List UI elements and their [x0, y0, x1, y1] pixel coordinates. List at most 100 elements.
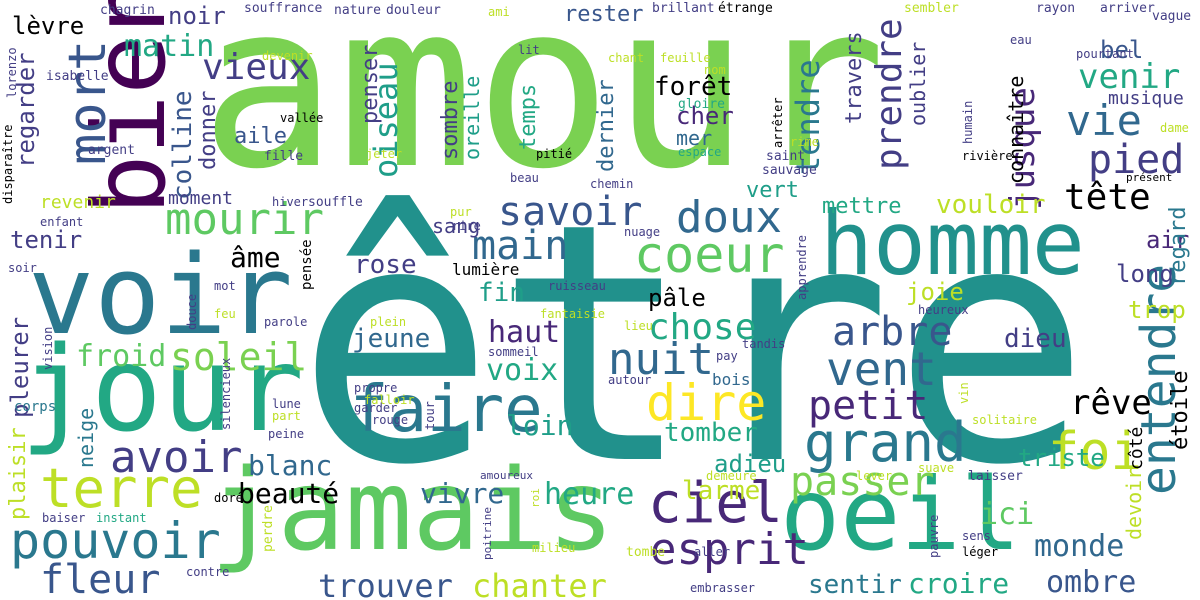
word-lit: lit [518, 43, 540, 57]
word-faire: faire [350, 373, 543, 447]
word-reve: rêve [1070, 383, 1152, 423]
word-vivre: vivre [420, 477, 505, 510]
word-ombre: ombre [1046, 565, 1137, 600]
word-haut: haut [488, 315, 561, 350]
word-disparaitre: disparaître [1, 124, 15, 204]
word-vert: vert [746, 178, 799, 203]
word-rester: rester [564, 2, 644, 27]
word-jour: jour [20, 320, 305, 458]
word-dernier: dernier [594, 79, 619, 172]
word-ciel: ciel [648, 471, 783, 536]
word-douce: douce [185, 293, 199, 330]
word-pourtant: pourtant [1076, 47, 1134, 61]
word-larme: larme [682, 476, 761, 506]
word-arbre: arbre [832, 309, 953, 355]
word-voix: voix [486, 353, 559, 388]
word-saint: saint [766, 149, 806, 164]
word-dieu: dieu [1004, 324, 1067, 354]
word-sens: sens [962, 529, 991, 543]
word-dame: dame [1160, 121, 1189, 135]
word-perdre: perdre [261, 505, 276, 552]
word-nuage: nuage [624, 225, 661, 239]
word-rouge: rouge [372, 413, 409, 427]
word-tete: tête [1064, 177, 1151, 218]
word-hiver: hiver [272, 195, 309, 209]
word-trop: trop [1128, 296, 1186, 324]
word-long: long [1116, 260, 1174, 288]
word-souffrance: souffrance [244, 1, 323, 16]
word-heureux: heureux [918, 303, 969, 317]
word-nature: nature [334, 3, 381, 18]
word-oublier: oublier [906, 41, 930, 126]
word-lumiere: lumière [452, 260, 520, 279]
word-part: part [272, 409, 301, 423]
word-roi: roi [529, 488, 542, 508]
word-douleur: douleur [386, 3, 441, 18]
word-parole: parole [264, 315, 308, 329]
word-fantaisie: fantaisie [540, 307, 606, 321]
word-froid: froid [76, 339, 167, 374]
word-beau: beau [510, 171, 539, 185]
word-pouvoir: pouvoir [10, 512, 221, 570]
word-sembler: sembler [904, 1, 959, 16]
word-garder: garder [354, 401, 398, 415]
word-jeune: jeune [352, 324, 431, 354]
word-vallee: vallée [280, 111, 324, 125]
word-leger: léger [962, 545, 999, 559]
word-travers: travers [842, 31, 867, 124]
word-espace: espace [678, 145, 722, 159]
word-arreter: arrêter [771, 97, 785, 148]
word-blanc: blanc [248, 449, 333, 482]
word-passer: passer [790, 459, 935, 505]
word-plein: plein [370, 315, 407, 329]
word-sang: sang [432, 214, 481, 238]
word-noir: noir [168, 2, 226, 30]
word-trouver: trouver [318, 567, 453, 600]
word-colline: colline [168, 90, 198, 200]
word-rayon: rayon [1036, 1, 1076, 16]
word-soleil: soleil [170, 335, 308, 379]
word-pauvre: pauvre [927, 514, 941, 558]
word-vision: vision [41, 326, 55, 370]
word-amoureux: amoureux [480, 469, 533, 482]
word-monde: monde [1034, 529, 1125, 564]
word-mer: mer [676, 126, 713, 150]
word-sentir: sentir [808, 570, 902, 600]
word-grand: grand [804, 411, 967, 474]
word-poitrine: poitrine [481, 507, 494, 560]
word-penser: penser [358, 44, 383, 124]
word-lieu: lieu [624, 319, 653, 333]
word-fleur: fleur [40, 557, 161, 600]
word-enfant: enfant [40, 215, 84, 229]
word-aller: aller [694, 545, 731, 559]
word-eau: eau [1010, 33, 1032, 47]
word-sommeil: sommeil [488, 345, 539, 359]
word-nom: nom [704, 63, 726, 77]
word-demeure: demeure [706, 469, 757, 483]
word-moment: moment [168, 188, 234, 209]
word-vie: vie [1066, 96, 1142, 145]
word-oeil: oeil [780, 456, 1021, 573]
word-fille: fille [264, 149, 304, 164]
word-joie: joie [906, 278, 964, 306]
word-coeur: coeur [634, 226, 785, 284]
word-croire: croire [908, 567, 1010, 600]
word-aile: aile [234, 124, 287, 149]
word-esprit: esprit [650, 524, 809, 575]
word-souffle: souffle [308, 195, 363, 210]
word-etoile: étoile [1168, 370, 1193, 450]
word-peine: peine [268, 427, 305, 441]
word-heure: heure [544, 477, 635, 512]
word-propre: propre [354, 381, 398, 395]
word-regard: regard [1166, 206, 1191, 286]
word-pale: pâle [648, 284, 706, 312]
word-devoir: devoir [1122, 467, 1146, 540]
word-savoir: savoir [498, 189, 643, 235]
word-tomber: tomber [664, 418, 758, 448]
word-chagrin: chagrin [100, 3, 155, 18]
word-lorenzo: lorenzo [5, 47, 19, 98]
word-rime: rime [790, 135, 819, 149]
word-lever: lever [856, 469, 893, 483]
word-vague: vague [1152, 9, 1192, 24]
word-musique: musique [1108, 88, 1184, 109]
